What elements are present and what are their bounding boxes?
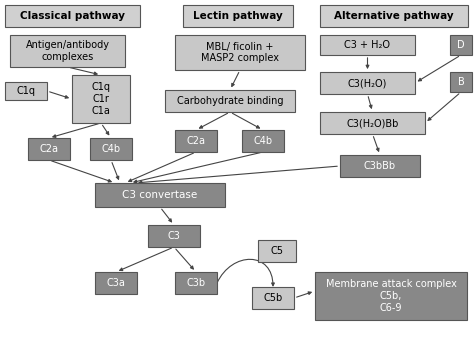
FancyBboxPatch shape	[242, 130, 284, 152]
FancyBboxPatch shape	[320, 112, 425, 134]
FancyBboxPatch shape	[175, 130, 217, 152]
Text: C3a: C3a	[107, 278, 126, 288]
FancyBboxPatch shape	[183, 5, 293, 27]
FancyBboxPatch shape	[340, 155, 420, 177]
Text: C5b: C5b	[264, 293, 283, 303]
Text: Carbohydrate binding: Carbohydrate binding	[177, 96, 283, 106]
FancyBboxPatch shape	[72, 75, 130, 123]
Text: Alternative pathway: Alternative pathway	[334, 11, 454, 21]
FancyBboxPatch shape	[95, 183, 225, 207]
Text: D: D	[457, 40, 465, 50]
FancyBboxPatch shape	[175, 272, 217, 294]
Text: C3: C3	[168, 231, 181, 241]
FancyBboxPatch shape	[5, 5, 140, 27]
FancyBboxPatch shape	[175, 35, 305, 70]
Text: C4b: C4b	[254, 136, 273, 146]
FancyArrowPatch shape	[217, 259, 274, 286]
FancyBboxPatch shape	[450, 35, 472, 55]
Text: C1q: C1q	[17, 86, 36, 96]
FancyBboxPatch shape	[90, 138, 132, 160]
Text: C5: C5	[271, 246, 283, 256]
FancyBboxPatch shape	[148, 225, 200, 247]
FancyBboxPatch shape	[320, 35, 415, 55]
Text: B: B	[457, 77, 465, 87]
FancyBboxPatch shape	[315, 272, 467, 320]
Text: C2a: C2a	[186, 136, 206, 146]
Text: Antigen/antibody
complexes: Antigen/antibody complexes	[26, 40, 109, 62]
FancyBboxPatch shape	[320, 72, 415, 94]
FancyBboxPatch shape	[320, 5, 468, 27]
FancyBboxPatch shape	[5, 82, 47, 100]
FancyBboxPatch shape	[95, 272, 137, 294]
Text: C3(H₂O)Bb: C3(H₂O)Bb	[346, 118, 399, 128]
Text: C2a: C2a	[39, 144, 58, 154]
Text: Membrane attack complex
C5b,
C6-9: Membrane attack complex C5b, C6-9	[326, 280, 456, 313]
Text: C3 convertase: C3 convertase	[122, 190, 198, 200]
Text: Classical pathway: Classical pathway	[20, 11, 125, 21]
Text: Lectin pathway: Lectin pathway	[193, 11, 283, 21]
Text: C3b: C3b	[186, 278, 206, 288]
Text: C3 + H₂O: C3 + H₂O	[345, 40, 391, 50]
FancyBboxPatch shape	[252, 287, 294, 309]
Text: C1q
C1r
C1a: C1q C1r C1a	[91, 82, 110, 116]
FancyBboxPatch shape	[165, 90, 295, 112]
FancyBboxPatch shape	[28, 138, 70, 160]
Text: C3bBb: C3bBb	[364, 161, 396, 171]
Text: C4b: C4b	[101, 144, 120, 154]
FancyBboxPatch shape	[10, 35, 125, 67]
FancyBboxPatch shape	[258, 240, 296, 262]
FancyBboxPatch shape	[450, 72, 472, 92]
Text: C3(H₂O): C3(H₂O)	[348, 78, 387, 88]
Text: MBL/ ficolin +
MASP2 complex: MBL/ ficolin + MASP2 complex	[201, 42, 279, 63]
